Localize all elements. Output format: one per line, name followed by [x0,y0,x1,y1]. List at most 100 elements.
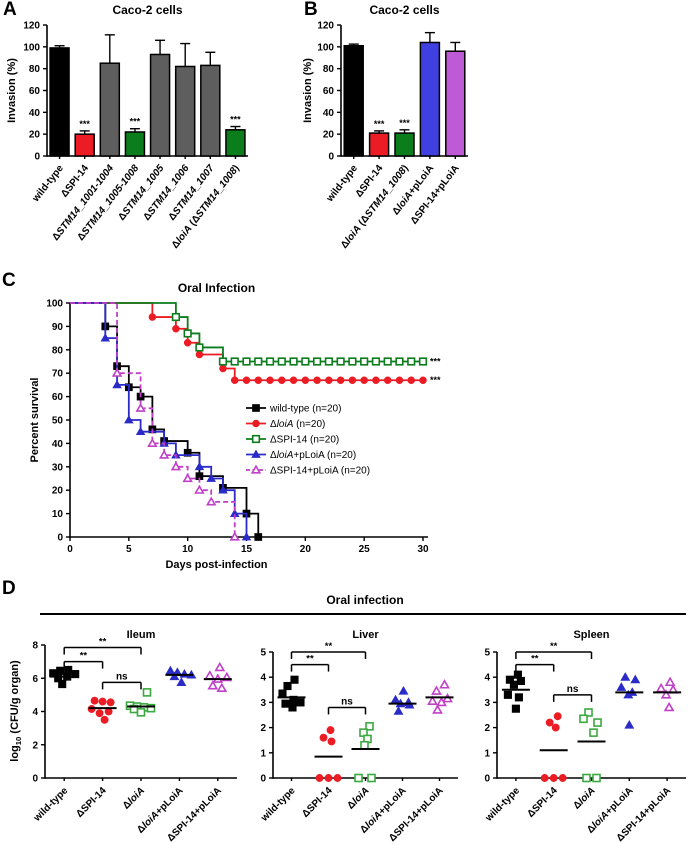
marker-square [64,665,73,674]
y-tick-label: 3 [260,698,266,709]
bar [368,132,390,157]
marker-triangle [431,685,442,695]
legend-label: ΔloiA (n=20) [270,419,325,430]
marker-square [230,357,239,366]
marker-triangle [182,473,193,483]
marker-circle [336,376,345,384]
marker-triangle [194,461,205,471]
y-tick-label: 0 [328,152,334,163]
y-tick-label: 4 [484,673,490,684]
y-tick-label: 2 [260,723,266,734]
significance-label: ** [99,636,107,647]
bar [124,131,146,157]
bar [419,41,441,157]
y-tick-label: 10 [52,509,64,520]
category-label: ΔloiA [571,785,597,811]
y-tick-label: 40 [29,108,41,119]
y-tick-label: 100 [23,42,40,53]
legend-label: ΔloiA+pLoiA (n=20) [270,450,356,461]
marker-circle [324,774,333,782]
marker-triangle [241,532,252,541]
panel-label-c: C [2,270,16,291]
marker-square [242,357,251,366]
marker-triangle [655,682,667,693]
marker-square [503,690,512,699]
marker-square [324,357,333,366]
subplot-title: Ileum [127,629,156,641]
x-tick-label: 20 [300,544,312,555]
marker-square [296,698,305,707]
marker-circle [95,709,104,718]
marker-square [146,703,156,713]
significance-label: ** [325,641,333,652]
survival-curve-4 [70,302,236,537]
marker-circle [195,350,204,359]
y-tick-label: 40 [52,439,64,450]
marker-square [365,722,374,731]
subplot-title: Spleen [573,629,609,641]
x-tick-label: 30 [417,544,429,555]
marker-circle [372,376,380,384]
y-tick-label: 2 [484,723,490,734]
category-label: ΔSPI-14 [300,785,335,820]
y-tick-label: 60 [29,86,41,97]
marker-square [254,357,263,366]
marker-square [265,357,275,366]
marker-square [171,312,181,322]
marker-circle [172,324,180,333]
marker-triangle [250,464,262,474]
marker-square [252,404,260,412]
legend-label: ΔSPI-14 (n=20) [270,435,339,446]
marker-square [582,773,591,783]
marker-triangle [169,671,180,681]
marker-square [511,704,520,713]
marker-square [71,670,80,679]
category-label: wild-type [324,163,360,205]
y-tick-label: 20 [52,486,64,497]
marker-circle [407,376,415,384]
y-tick-label: 60 [323,86,335,97]
y-tick-label: 30 [52,462,64,473]
y-axis-title: Invasion (%) [6,58,18,123]
marker-circle [419,376,427,384]
panel-d-chart: Oral infection log10 (CFU/g organ) Ileum 0 2… [9,593,686,844]
marker-square [288,703,297,712]
y-axis-title: Invasion (%) [302,58,314,123]
marker-triangle [630,674,641,684]
marker-circle [315,774,324,782]
marker-square [183,329,192,338]
x-tick-label: 25 [359,544,371,555]
marker-circle [348,376,357,384]
category-label: wild-type [30,163,66,205]
marker-square [354,773,363,783]
marker-triangle [620,672,631,681]
y-tick-label: 120 [317,21,334,32]
marker-circle [558,774,567,782]
marker-square [348,357,357,366]
significance-label: ** [80,651,88,662]
y-tick-label: 120 [23,21,40,32]
marker-triangle [390,694,401,704]
y-tick-label: 6 [32,674,38,685]
marker-circle [545,718,554,727]
significance-stars: *** [130,117,141,127]
panel-label-a: A [3,0,17,20]
y-tick-label: 90 [52,322,64,333]
x-tick-label: 5 [126,544,132,555]
bar [74,133,95,157]
y-tick-label: 100 [317,42,334,53]
chart-title: Oral Infection [178,281,255,295]
y-axis-title: log10 (CFU/g organ) [9,660,23,762]
significance-stars: *** [230,115,241,125]
survival-curve-0 [70,302,260,537]
legend: wild-type (n=20) ΔloiA (n=20) ΔSPI-14 (n=2… [246,404,370,477]
panel-label-b: B [304,0,318,20]
bar [225,129,246,157]
marker-square [136,708,146,717]
y-tick-label: 60 [52,392,64,403]
marker-circle [242,376,251,384]
panel-c-chart: Oral Infection Percent survival 0 10 20 30 40 5… [29,281,441,571]
